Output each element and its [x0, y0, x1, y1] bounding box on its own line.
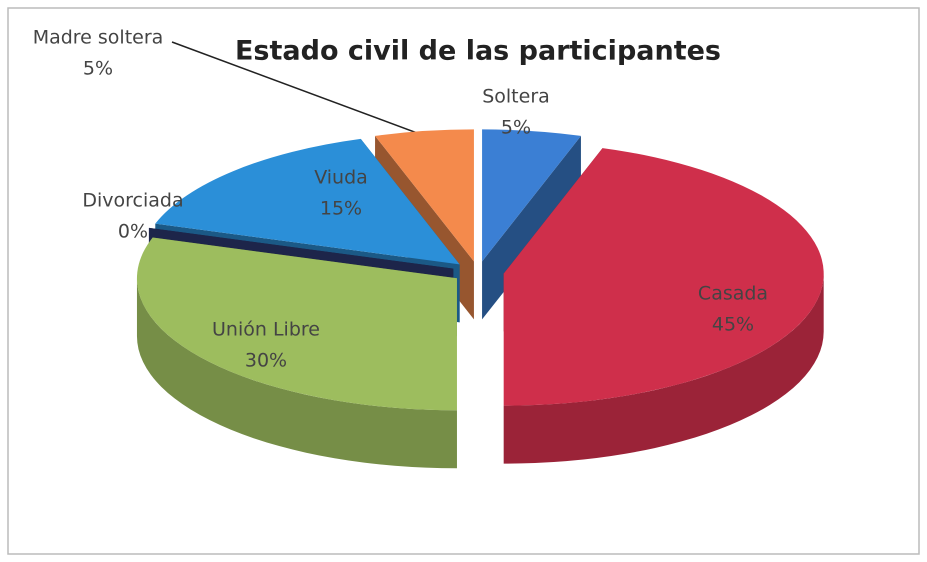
chart-title: Estado civil de las participantes: [235, 36, 721, 67]
slice-label: Unión Libre: [212, 319, 320, 341]
value-label: 5%: [501, 117, 531, 139]
slice: [482, 129, 581, 262]
slice: [375, 129, 474, 262]
slice-label: Madre soltera: [33, 27, 164, 49]
slice: [503, 148, 824, 406]
slice-label: Viuda: [314, 167, 368, 189]
slice-label: Soltera: [482, 86, 550, 108]
slice-label: Casada: [698, 283, 768, 305]
slice: [136, 237, 457, 411]
slice-side: [503, 273, 824, 464]
value-label: 5%: [83, 58, 113, 80]
value-label: 45%: [712, 314, 754, 336]
leader-line: [171, 41, 437, 141]
value-label: 15%: [320, 198, 362, 220]
value-label: 0%: [118, 221, 148, 243]
slice-label: Divorciada: [82, 190, 183, 212]
slice-side: [136, 278, 457, 469]
slice: [155, 138, 460, 265]
value-label: 30%: [245, 350, 287, 372]
